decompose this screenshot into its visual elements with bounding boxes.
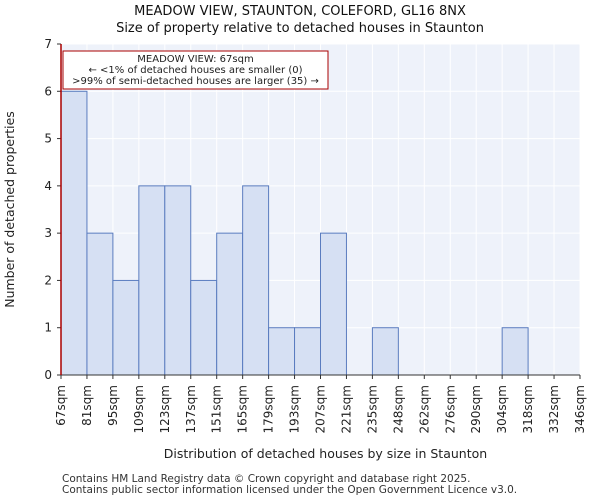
x-axis-label: Distribution of detached houses by size … (164, 446, 487, 461)
x-tick-label-151sqm: 151sqm (210, 385, 224, 433)
x-tick-label-193sqm: 193sqm (288, 385, 302, 433)
x-tick-label-235sqm: 235sqm (365, 385, 379, 433)
bar-137sqm (190, 279, 218, 376)
bar-123sqm (164, 185, 192, 376)
annotation-line-3: >99% of semi-detached houses are larger … (72, 76, 319, 87)
bar-109sqm (138, 185, 166, 376)
y-tick-label-7: 7 (44, 37, 52, 51)
y-tick-label-0: 0 (44, 368, 52, 382)
y-tick-label-2: 2 (44, 273, 52, 287)
x-tick-label-332sqm: 332sqm (547, 385, 561, 433)
x-tick-label-207sqm: 207sqm (314, 385, 328, 433)
bar-304sqm (501, 327, 529, 376)
bar-95sqm (112, 279, 140, 376)
annotation-line-1: MEADOW VIEW: 67sqm (137, 54, 253, 65)
x-tick-label-318sqm: 318sqm (521, 385, 535, 433)
y-axis-label: Number of detached properties (2, 111, 17, 308)
x-tick-label-123sqm: 123sqm (158, 385, 172, 433)
footer-line-1: Contains HM Land Registry data © Crown c… (62, 473, 471, 485)
x-tick-label-95sqm: 95sqm (106, 385, 120, 426)
bar-207sqm (320, 232, 347, 376)
y-tick-label-3: 3 (44, 226, 52, 240)
bar-193sqm (294, 327, 321, 376)
x-tick-label-262sqm: 262sqm (417, 385, 431, 433)
y-tick-label-5: 5 (44, 132, 52, 146)
annotation-box (62, 50, 329, 90)
annotation-line-2: ← <1% of detached houses are smaller (0) (89, 65, 303, 76)
bar-67sqm (60, 90, 88, 376)
x-tick-label-221sqm: 221sqm (339, 385, 353, 433)
x-tick-label-290sqm: 290sqm (469, 385, 483, 433)
bar-151sqm (216, 232, 244, 376)
x-tick-label-137sqm: 137sqm (184, 385, 198, 433)
x-tick-label-109sqm: 109sqm (132, 385, 146, 433)
bar-179sqm (268, 327, 296, 376)
y-tick-label-1: 1 (44, 321, 52, 335)
chart-subtitle: Size of property relative to detached ho… (116, 21, 484, 36)
x-tick-label-346sqm: 346sqm (573, 385, 587, 433)
x-tick-label-81sqm: 81sqm (80, 385, 94, 426)
footer-line-2: Contains public sector information licen… (62, 484, 518, 496)
x-tick-label-304sqm: 304sqm (495, 385, 509, 433)
x-tick-label-248sqm: 248sqm (391, 385, 405, 433)
x-tick-label-276sqm: 276sqm (443, 385, 457, 433)
bar-235sqm (371, 327, 399, 376)
x-tick-label-179sqm: 179sqm (262, 385, 276, 433)
x-tick-label-67sqm: 67sqm (54, 385, 68, 426)
x-tick-label-165sqm: 165sqm (236, 385, 250, 433)
chart-title: MEADOW VIEW, STAUNTON, COLEFORD, GL16 8N… (134, 4, 466, 19)
y-tick-label-4: 4 (44, 179, 52, 193)
bar-165sqm (242, 185, 270, 376)
y-tick-label-6: 6 (44, 84, 52, 98)
bar-81sqm (86, 232, 114, 376)
